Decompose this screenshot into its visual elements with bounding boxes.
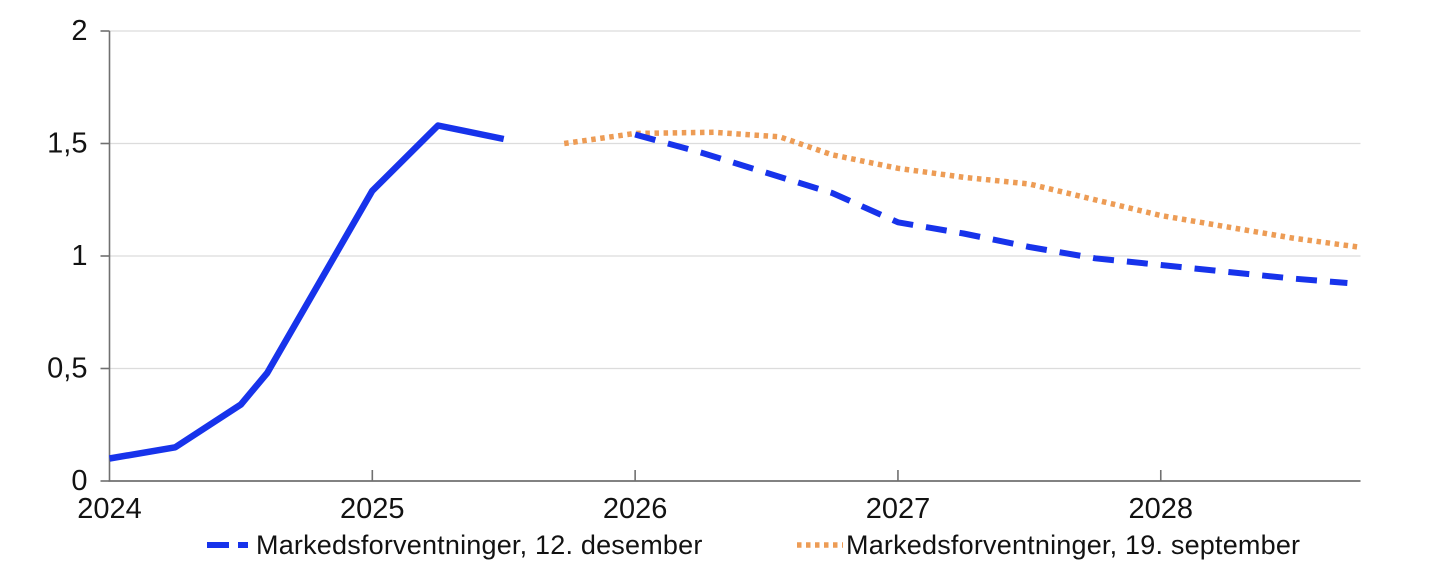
series-line xyxy=(108,122,505,462)
x-tick-label: 2028 xyxy=(1129,493,1194,525)
series-line xyxy=(634,131,1348,286)
x-tick-label: 2027 xyxy=(866,493,931,525)
y-tick-label: 0 xyxy=(71,465,87,497)
x-tick-label: 2025 xyxy=(340,493,405,525)
y-tick-label: 0,5 xyxy=(47,353,87,385)
y-tick-label: 1 xyxy=(71,240,87,272)
x-tick-label: 2024 xyxy=(77,493,142,525)
y-tick-label: 2 xyxy=(71,15,87,47)
y-tick-label: 1,5 xyxy=(47,128,87,160)
x-tick-label: 2026 xyxy=(603,493,668,525)
